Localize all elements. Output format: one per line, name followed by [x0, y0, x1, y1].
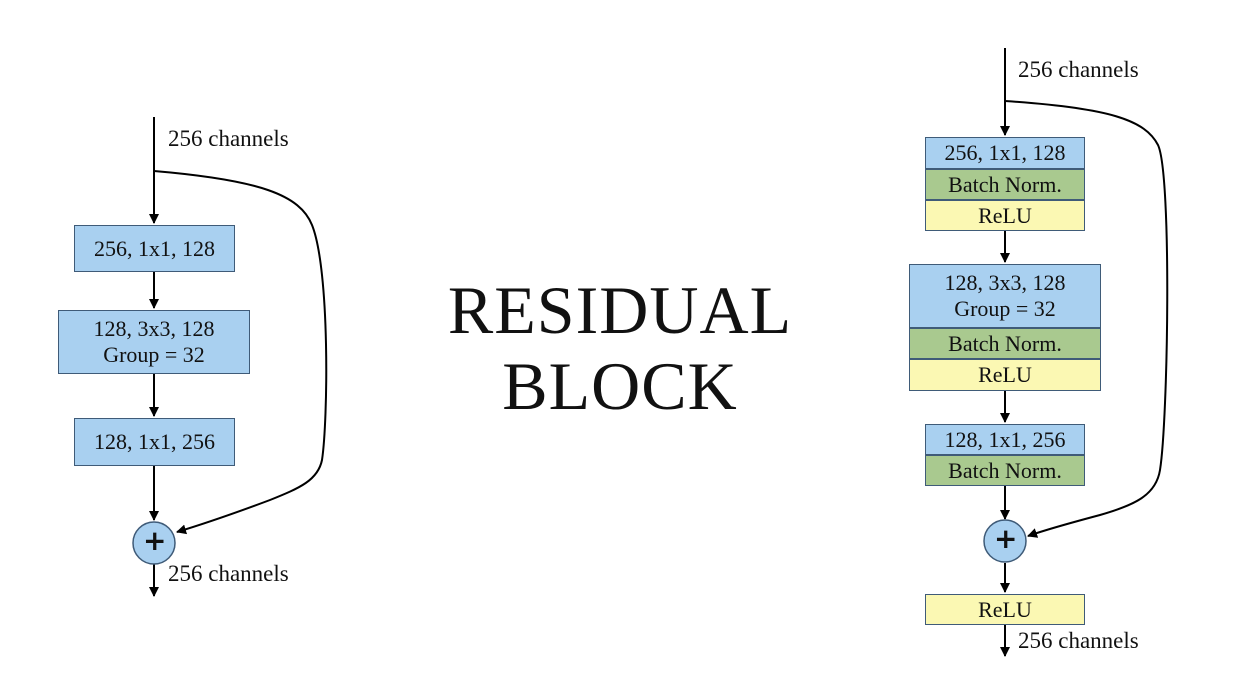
left-add-symbol: +	[143, 524, 167, 557]
diagram-title: RESIDUAL BLOCK	[410, 272, 830, 424]
right-bn2-box: Batch Norm.	[909, 328, 1101, 359]
left-conv1-box: 256, 1x1, 128	[74, 225, 235, 272]
right-conv3-text: 128, 1x1, 256	[944, 426, 1066, 452]
right-relu1-text: ReLU	[978, 202, 1032, 228]
left-skip-connection	[153, 170, 328, 535]
left-conv1-text: 256, 1x1, 128	[94, 235, 215, 261]
right-output-label: 256 channels	[1018, 628, 1139, 653]
right-skip-connection	[1004, 100, 1169, 538]
right-add-node	[983, 519, 1027, 563]
left-conv2-text-line2: Group = 32	[103, 342, 205, 367]
right-conv2-box: 128, 3x3, 128 Group = 32	[909, 264, 1101, 328]
right-bn2-text: Batch Norm.	[948, 330, 1062, 356]
right-conv2-text-line2: Group = 32	[954, 296, 1056, 321]
right-relu1-box: ReLU	[925, 200, 1085, 231]
title-line-2: BLOCK	[502, 348, 738, 424]
right-conv2-text-line1: 128, 3x3, 128	[944, 270, 1066, 295]
right-relu-out-text: ReLU	[978, 596, 1032, 622]
left-conv3-box: 128, 1x1, 256	[74, 418, 235, 466]
left-conv2-text-line1: 128, 3x3, 128	[93, 316, 215, 341]
left-conv3-text: 128, 1x1, 256	[94, 429, 215, 454]
left-input-label: 256 channels	[168, 126, 289, 151]
left-add-node	[132, 521, 176, 565]
title-line-1: RESIDUAL	[447, 272, 793, 348]
right-input-label: 256 channels	[1018, 57, 1139, 82]
left-output-label: 256 channels	[168, 561, 289, 586]
right-relu2-box: ReLU	[909, 359, 1101, 391]
right-bn1-text: Batch Norm.	[948, 171, 1062, 197]
right-add-symbol: +	[994, 522, 1018, 555]
right-bn1-box: Batch Norm.	[925, 169, 1085, 200]
right-bn3-text: Batch Norm.	[948, 457, 1062, 483]
right-conv3-box: 128, 1x1, 256	[925, 424, 1085, 455]
left-conv2-box: 128, 3x3, 128 Group = 32	[58, 310, 250, 374]
right-conv1-text: 256, 1x1, 128	[944, 140, 1066, 165]
right-conv1-box: 256, 1x1, 128	[925, 137, 1085, 169]
right-relu2-text: ReLU	[978, 362, 1032, 387]
right-relu-out-box: ReLU	[925, 594, 1085, 625]
right-bn3-box: Batch Norm.	[925, 455, 1085, 486]
